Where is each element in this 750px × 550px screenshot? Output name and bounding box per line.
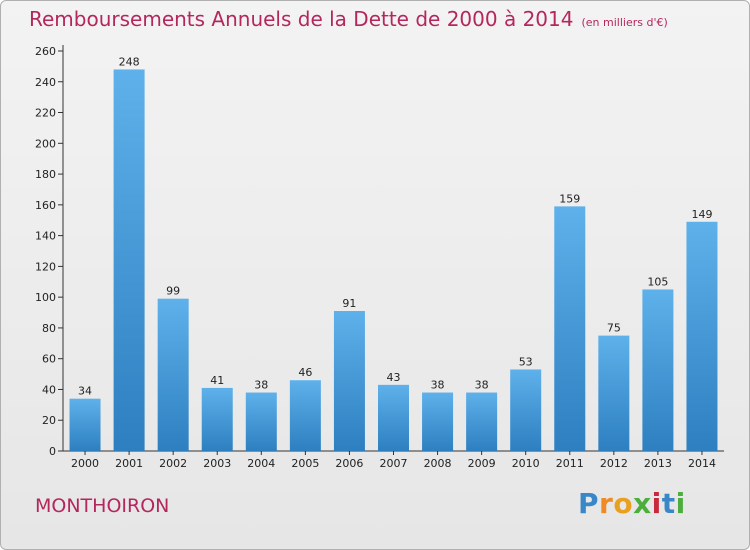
bar-value-label: 38 xyxy=(475,379,489,392)
x-tick-label: 2008 xyxy=(424,457,452,470)
logo-letter: i xyxy=(651,487,662,520)
bar-value-label: 43 xyxy=(387,371,401,384)
title-text: Remboursements Annuels de la Dette de 20… xyxy=(29,7,574,31)
bar-value-label: 99 xyxy=(166,285,180,298)
x-tick-label: 2014 xyxy=(688,457,716,470)
bar-value-label: 53 xyxy=(519,355,533,368)
logo-letter: t xyxy=(661,487,676,520)
x-tick-label: 2000 xyxy=(71,457,99,470)
bar-value-label: 149 xyxy=(691,208,712,221)
bar-value-label: 159 xyxy=(559,192,580,205)
bar-value-label: 38 xyxy=(431,379,445,392)
unit-note: (en milliers d'€) xyxy=(581,16,668,29)
y-tick-label: 80 xyxy=(42,322,56,335)
logo-letter: x xyxy=(633,487,652,520)
bar xyxy=(201,387,233,451)
x-tick-label: 2002 xyxy=(159,457,187,470)
bar xyxy=(157,298,189,451)
logo-letter: r xyxy=(599,487,614,520)
chart-title: Remboursements Annuels de la Dette de 20… xyxy=(29,7,668,31)
bar xyxy=(333,311,365,451)
logo-letter: P xyxy=(578,487,600,520)
y-tick-label: 120 xyxy=(35,260,56,273)
x-tick-label: 2011 xyxy=(556,457,584,470)
x-tick-label: 2012 xyxy=(600,457,628,470)
y-tick-label: 0 xyxy=(49,445,56,458)
bar xyxy=(466,392,498,451)
logo-letter: o xyxy=(613,487,634,520)
bar xyxy=(289,380,321,451)
bar-value-label: 91 xyxy=(342,297,356,310)
bar-value-label: 248 xyxy=(119,55,140,68)
bar-value-label: 34 xyxy=(78,385,92,398)
y-tick-label: 260 xyxy=(35,45,56,58)
bar-value-label: 46 xyxy=(298,366,312,379)
y-tick-label: 100 xyxy=(35,291,56,304)
bar xyxy=(378,384,409,451)
logo-letter: i xyxy=(675,487,686,520)
bar xyxy=(554,206,586,451)
y-tick-label: 200 xyxy=(35,137,56,150)
bar xyxy=(422,392,454,451)
x-tick-label: 2004 xyxy=(247,457,275,470)
y-tick-label: 20 xyxy=(42,414,56,427)
bar xyxy=(686,221,718,451)
x-tick-label: 2007 xyxy=(380,457,408,470)
y-tick-label: 180 xyxy=(35,168,56,181)
y-tick-label: 220 xyxy=(35,107,56,120)
y-tick-label: 160 xyxy=(35,199,56,212)
y-tick-label: 240 xyxy=(35,76,56,89)
x-tick-label: 2013 xyxy=(644,457,672,470)
proxiti-logo: Proxiti xyxy=(578,487,686,520)
bar xyxy=(69,398,101,451)
bar xyxy=(245,392,277,451)
y-tick-label: 40 xyxy=(42,383,56,396)
x-tick-label: 2009 xyxy=(468,457,496,470)
bar xyxy=(598,335,630,451)
y-tick-label: 140 xyxy=(35,230,56,243)
bar-value-label: 41 xyxy=(210,374,224,387)
y-tick-label: 60 xyxy=(42,353,56,366)
bar xyxy=(113,69,145,451)
x-tick-label: 2003 xyxy=(203,457,231,470)
commune-name: MONTHOIRON xyxy=(35,495,170,517)
x-tick-label: 2006 xyxy=(335,457,363,470)
bar-value-label: 75 xyxy=(607,322,621,335)
x-tick-label: 2001 xyxy=(115,457,143,470)
bar xyxy=(642,289,674,451)
bar xyxy=(510,369,542,451)
bar-value-label: 38 xyxy=(254,379,268,392)
bar-value-label: 105 xyxy=(647,275,668,288)
x-tick-label: 2010 xyxy=(512,457,540,470)
x-tick-label: 2005 xyxy=(291,457,319,470)
